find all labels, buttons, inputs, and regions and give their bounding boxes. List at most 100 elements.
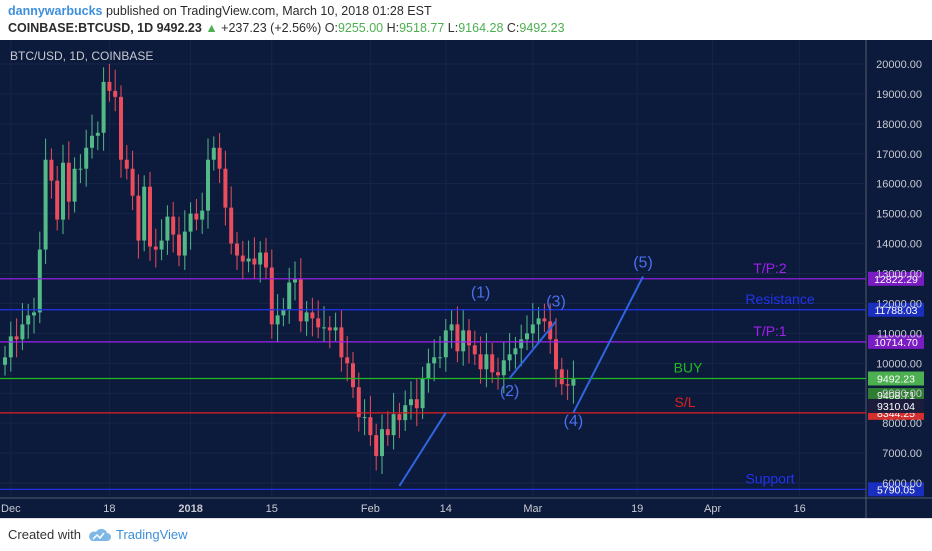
price-tag (868, 387, 924, 402)
candle-body (107, 81, 112, 91)
candle-body (380, 429, 384, 457)
low-value: 9164.28 (458, 21, 504, 35)
candle-body (246, 258, 251, 262)
candle-body (90, 135, 94, 148)
candle-body (240, 255, 245, 262)
y-tick-label: 14000.00 (876, 239, 922, 251)
x-tick-label: 14 (440, 503, 452, 515)
candle-body (484, 354, 489, 370)
y-tick-label: 19000.00 (876, 89, 922, 101)
candle-body (374, 435, 379, 457)
candle-body (496, 372, 500, 376)
author-link[interactable]: dannywarbucks (8, 4, 103, 18)
open-value: 9255.00 (337, 21, 384, 35)
chart-header: dannywarbucks published on TradingView.c… (0, 0, 932, 40)
candle-body (368, 417, 373, 436)
candle-body (153, 246, 158, 250)
candle-body (119, 96, 123, 160)
candle-body (78, 168, 83, 170)
candle-body (449, 324, 454, 331)
candle-body (142, 186, 147, 241)
open-label: O: (324, 21, 338, 35)
candle-body (316, 318, 321, 328)
tradingview-link[interactable]: TradingView (116, 527, 188, 542)
price-tag-label: 9492.23 (877, 373, 915, 385)
candle-body (171, 216, 176, 235)
candle-body (182, 231, 187, 256)
x-tick-label: Mar (523, 503, 542, 515)
y-tick-label: 16000.00 (876, 179, 922, 191)
price-tag-label: 9310.04 (877, 401, 915, 413)
candle-body (554, 339, 558, 370)
trendline (398, 412, 447, 487)
publish-line: dannywarbucks published on TradingView.c… (8, 4, 432, 18)
x-tick-label: 2018 (178, 503, 202, 515)
candle-body (206, 159, 210, 211)
price-tag (868, 371, 924, 386)
candle-body (194, 213, 199, 220)
candle-body (72, 168, 77, 202)
candle-body (130, 168, 135, 196)
candle-body (490, 354, 495, 373)
candle-body (467, 330, 471, 346)
candle-body (188, 213, 193, 232)
wave-label: (3) (546, 293, 566, 310)
candle-body (571, 378, 576, 386)
candle-body (66, 162, 71, 202)
price-tag (868, 482, 924, 497)
candle-body (124, 159, 129, 169)
candle-body (438, 357, 442, 359)
candle-body (351, 363, 355, 388)
x-tick-label: Apr (704, 503, 721, 515)
candle-body (177, 234, 181, 256)
wave-label: (4) (564, 413, 584, 430)
candle-body (136, 195, 141, 241)
price-chart[interactable]: T/P:2 12822.29 Resistance 11788.03 T/P:1 1071… (0, 40, 932, 520)
candle-body (542, 318, 547, 322)
candle-body (20, 324, 25, 340)
candle-body (420, 378, 425, 409)
candle-body (391, 414, 396, 436)
candle-body (165, 216, 170, 241)
trendline (572, 276, 644, 414)
candle-body (264, 252, 268, 268)
candle-body (443, 330, 448, 358)
candle-body (211, 147, 216, 160)
candle-body (362, 417, 367, 419)
candle-body (409, 399, 413, 406)
candle-body (478, 354, 483, 370)
x-tick-label: 16 (793, 503, 805, 515)
candle-body (235, 243, 239, 256)
candle-body (14, 336, 19, 340)
candle-body (472, 345, 477, 355)
candle-body (287, 282, 292, 310)
candle-body (61, 162, 65, 220)
candle-body (293, 279, 297, 283)
trendline (508, 320, 557, 379)
candle-body (536, 318, 541, 325)
y-tick-label: 12000.00 (876, 298, 922, 310)
candle-body (148, 186, 152, 247)
candle-body (327, 327, 332, 331)
quote-line: COINBASE:BTCUSD, 1D 9492.23 ▲ +237.23 (+… (8, 21, 565, 35)
candle-body (525, 333, 529, 340)
low-label: L: (447, 21, 459, 35)
price-tag-label: 10714.70 (874, 337, 918, 349)
tradingview-cloud-icon (89, 528, 111, 541)
high-value: 9518.77 (399, 21, 445, 35)
footer: Created with TradingView (0, 518, 932, 551)
candle-body (519, 339, 524, 349)
y-tick-label: 10000.00 (876, 358, 922, 370)
level-label: T/P:1 (753, 323, 787, 339)
candle-body (461, 330, 466, 352)
price-tag (868, 271, 924, 286)
candle-body (55, 180, 60, 220)
candle-body (84, 147, 89, 169)
y-tick-label: 18000.00 (876, 119, 922, 131)
price-tag-label: 5790.05 (877, 484, 915, 496)
candle-body (49, 159, 54, 181)
candle-body (101, 81, 106, 133)
price-tag (868, 302, 924, 317)
candle-body (559, 369, 564, 385)
candle-body (530, 324, 535, 334)
